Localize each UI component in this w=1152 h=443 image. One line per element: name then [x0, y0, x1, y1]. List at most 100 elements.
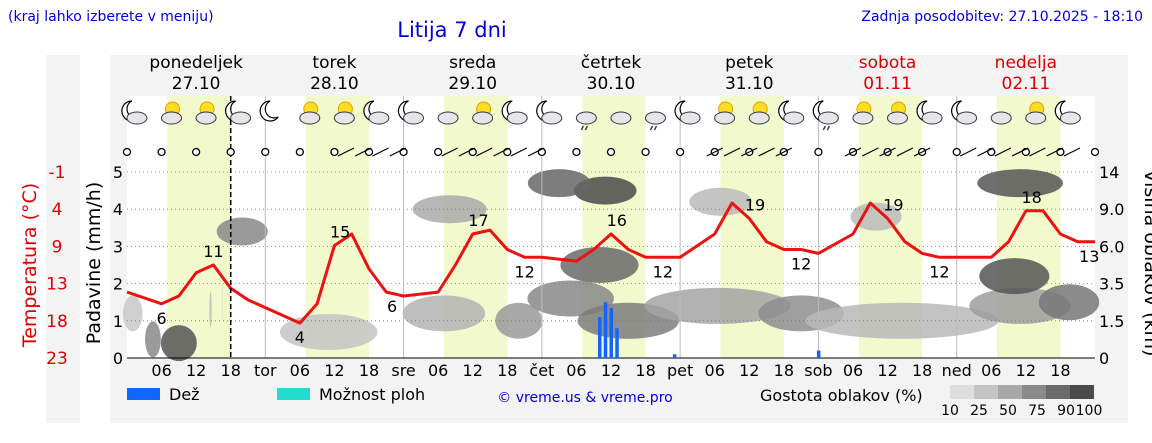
wind-barb [994, 147, 1012, 157]
wind-barb [1046, 147, 1063, 157]
cloud-shape [575, 111, 597, 125]
cloud-density-patch [560, 247, 639, 283]
moon-shape [259, 100, 279, 122]
sun-cloud-icon [852, 101, 874, 125]
cloud-shape [990, 111, 1012, 125]
rain-bar [603, 302, 608, 358]
cloud-density-swatch [1070, 385, 1094, 399]
rain-legend-swatch [127, 388, 160, 400]
day-date: 02.11 [1002, 74, 1051, 94]
precipitation-tick: 2 [113, 275, 123, 294]
x-tick-label: 06 [705, 361, 725, 380]
cloud-shape [714, 111, 736, 125]
cloud-density-patch [977, 169, 1063, 198]
day-name: ponedeljek [149, 53, 243, 73]
wind-calm-marker [641, 147, 650, 157]
temperature-value-label: 15 [330, 223, 350, 242]
cloud-shape [956, 111, 978, 125]
rain-bar [672, 354, 677, 358]
cloud-shape [333, 111, 355, 125]
cloud-legend-title: Gostota oblakov (%) [760, 386, 923, 405]
x-tick-label: 12 [877, 361, 897, 380]
cloud-density-swatch [974, 385, 998, 399]
temperature-value-label: 12 [791, 255, 811, 274]
rain-drops [649, 125, 658, 131]
wind-barb [706, 147, 723, 157]
wind-barb [844, 147, 862, 157]
cloud-density-patch [527, 280, 614, 317]
cloud-shape [610, 111, 632, 125]
sun-cloud-icon [886, 101, 908, 125]
sun-cloud-icon [1025, 101, 1047, 125]
wind-calm-marker [433, 147, 443, 157]
cloud-shape [472, 111, 494, 125]
x-tick-label: 06 [981, 361, 1001, 380]
cloud-density-label: 100 [1076, 403, 1103, 419]
temperature-value-label: 19 [745, 196, 765, 215]
x-tick-label: tor [254, 361, 277, 380]
temperature-tick: 13 [46, 275, 68, 295]
cloud-density-patch [402, 295, 486, 332]
x-tick-label: sre [391, 361, 415, 380]
sun-cloud-icon [472, 101, 494, 125]
cloud-density-patch [495, 302, 543, 339]
cloud-shape [679, 111, 701, 125]
cloud-height-tick: 1.5 [1099, 312, 1124, 331]
cloud-shape [195, 111, 217, 125]
temperature-axis-label: Temperatura (°C) [19, 183, 41, 348]
page-title: Litija 7 dni [397, 18, 507, 42]
temperature-value-label: 16 [607, 211, 627, 230]
day-name: torek [312, 53, 356, 73]
wind-barb [1011, 147, 1029, 157]
cloud-shape [1025, 111, 1047, 125]
precipitation-tick: 5 [113, 163, 123, 182]
cloud-icon [990, 111, 1012, 125]
cloud-density-patch [1038, 284, 1100, 321]
temperature-value-label: 12 [929, 262, 949, 281]
cloud-height-tick: 6.0 [1099, 237, 1124, 256]
sun-cloud-icon [714, 101, 736, 125]
temperature-value-label: 13 [1079, 247, 1099, 266]
wind-calm-marker [122, 147, 132, 157]
temperature-tick: 18 [46, 312, 68, 332]
cloud-height-tick: 14 [1099, 163, 1119, 182]
wind-barb [510, 147, 528, 157]
credit-text: © vreme.us & vreme.pro [497, 390, 672, 406]
rain-bar [597, 317, 602, 358]
x-tick-label: sob [804, 361, 832, 380]
cloud-shape [368, 111, 390, 125]
wind-calm-marker [226, 147, 235, 157]
moon-cloud-icon [1054, 100, 1081, 125]
wind-barb [475, 147, 493, 157]
wind-barb [775, 147, 793, 157]
wind-barb [758, 147, 775, 157]
cloud-shape [541, 111, 563, 125]
cloud-density-patch [209, 291, 212, 328]
temperature-value-label: 19 [883, 196, 903, 215]
moon-cloud-icon [916, 100, 943, 125]
cloud-shape [402, 111, 424, 125]
cloud-shape [921, 111, 943, 125]
cloud-height-tick: 3.5 [1099, 275, 1124, 294]
x-tick-label: 06 [151, 361, 171, 380]
wind-barb [913, 147, 931, 157]
x-tick-label: 18 [635, 361, 655, 380]
wind-calm-marker [295, 147, 305, 157]
cloud-density-patch [805, 302, 999, 339]
hint-text: (kraj lahko izberete v meniju) [8, 9, 214, 25]
precipitation-axis-label: Padavine (mm/h) [83, 182, 105, 345]
cloud-shape [644, 111, 666, 125]
updated-text: Zadnja posodobitev: 27.10.2025 - 18:10 [861, 9, 1143, 25]
moon-cloud-icon [778, 100, 805, 125]
wind-barb [959, 147, 977, 157]
temperature-line [126, 201, 1095, 325]
cloud-shape [886, 111, 908, 125]
cloud-shape [852, 111, 874, 125]
wind-calm-marker [572, 147, 581, 157]
cloud-height-tick: 9.0 [1099, 200, 1124, 219]
cloud-shape [126, 111, 148, 125]
temperature-value-label: 17 [468, 211, 488, 230]
day-name: sobota [859, 53, 917, 73]
cloud-density-label: 75 [1028, 403, 1046, 419]
cloud-density-patch [160, 325, 197, 362]
